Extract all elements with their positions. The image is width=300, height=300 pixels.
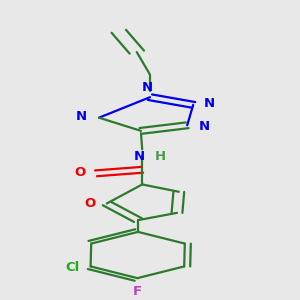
Text: O: O bbox=[85, 197, 96, 210]
Text: N: N bbox=[76, 110, 87, 123]
Text: N: N bbox=[204, 97, 215, 110]
Text: F: F bbox=[133, 286, 142, 298]
Text: O: O bbox=[74, 166, 85, 179]
Text: N: N bbox=[134, 150, 145, 163]
Text: N: N bbox=[141, 81, 153, 94]
Text: Cl: Cl bbox=[66, 261, 80, 274]
Text: H: H bbox=[154, 150, 166, 163]
Text: N: N bbox=[199, 120, 210, 133]
